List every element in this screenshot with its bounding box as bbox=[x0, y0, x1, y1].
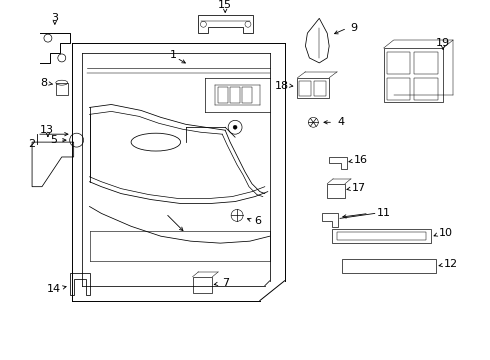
Bar bbox=[384, 48, 443, 103]
Text: 14: 14 bbox=[47, 284, 61, 294]
Text: 17: 17 bbox=[352, 183, 366, 193]
Text: 13: 13 bbox=[40, 125, 54, 135]
Bar bbox=[193, 277, 212, 293]
Bar bbox=[337, 232, 426, 240]
Bar bbox=[342, 259, 436, 273]
Text: 18: 18 bbox=[274, 81, 289, 91]
Bar bbox=[327, 184, 345, 198]
Bar bbox=[299, 81, 311, 95]
Bar bbox=[297, 78, 329, 98]
Text: 4: 4 bbox=[338, 117, 344, 127]
Bar bbox=[230, 87, 240, 103]
Bar bbox=[56, 83, 68, 95]
Text: 1: 1 bbox=[170, 50, 177, 60]
Text: 3: 3 bbox=[51, 13, 58, 23]
Text: 7: 7 bbox=[221, 278, 229, 288]
Text: 6: 6 bbox=[254, 216, 261, 226]
Bar bbox=[242, 87, 252, 103]
Text: 11: 11 bbox=[377, 208, 391, 219]
Bar bbox=[415, 52, 438, 74]
Text: 12: 12 bbox=[444, 259, 458, 269]
Text: 2: 2 bbox=[28, 139, 36, 149]
Text: 5: 5 bbox=[50, 135, 57, 145]
Circle shape bbox=[233, 125, 237, 129]
Bar bbox=[415, 78, 438, 99]
Text: 15: 15 bbox=[218, 0, 232, 10]
Bar bbox=[218, 87, 228, 103]
Text: 19: 19 bbox=[436, 38, 450, 48]
Bar bbox=[314, 81, 326, 95]
Text: 10: 10 bbox=[439, 228, 453, 238]
Bar bbox=[387, 52, 411, 74]
Bar bbox=[387, 78, 411, 99]
Bar bbox=[332, 229, 431, 243]
Text: 16: 16 bbox=[354, 155, 368, 165]
Text: 8: 8 bbox=[40, 78, 48, 88]
Text: 9: 9 bbox=[350, 23, 358, 33]
